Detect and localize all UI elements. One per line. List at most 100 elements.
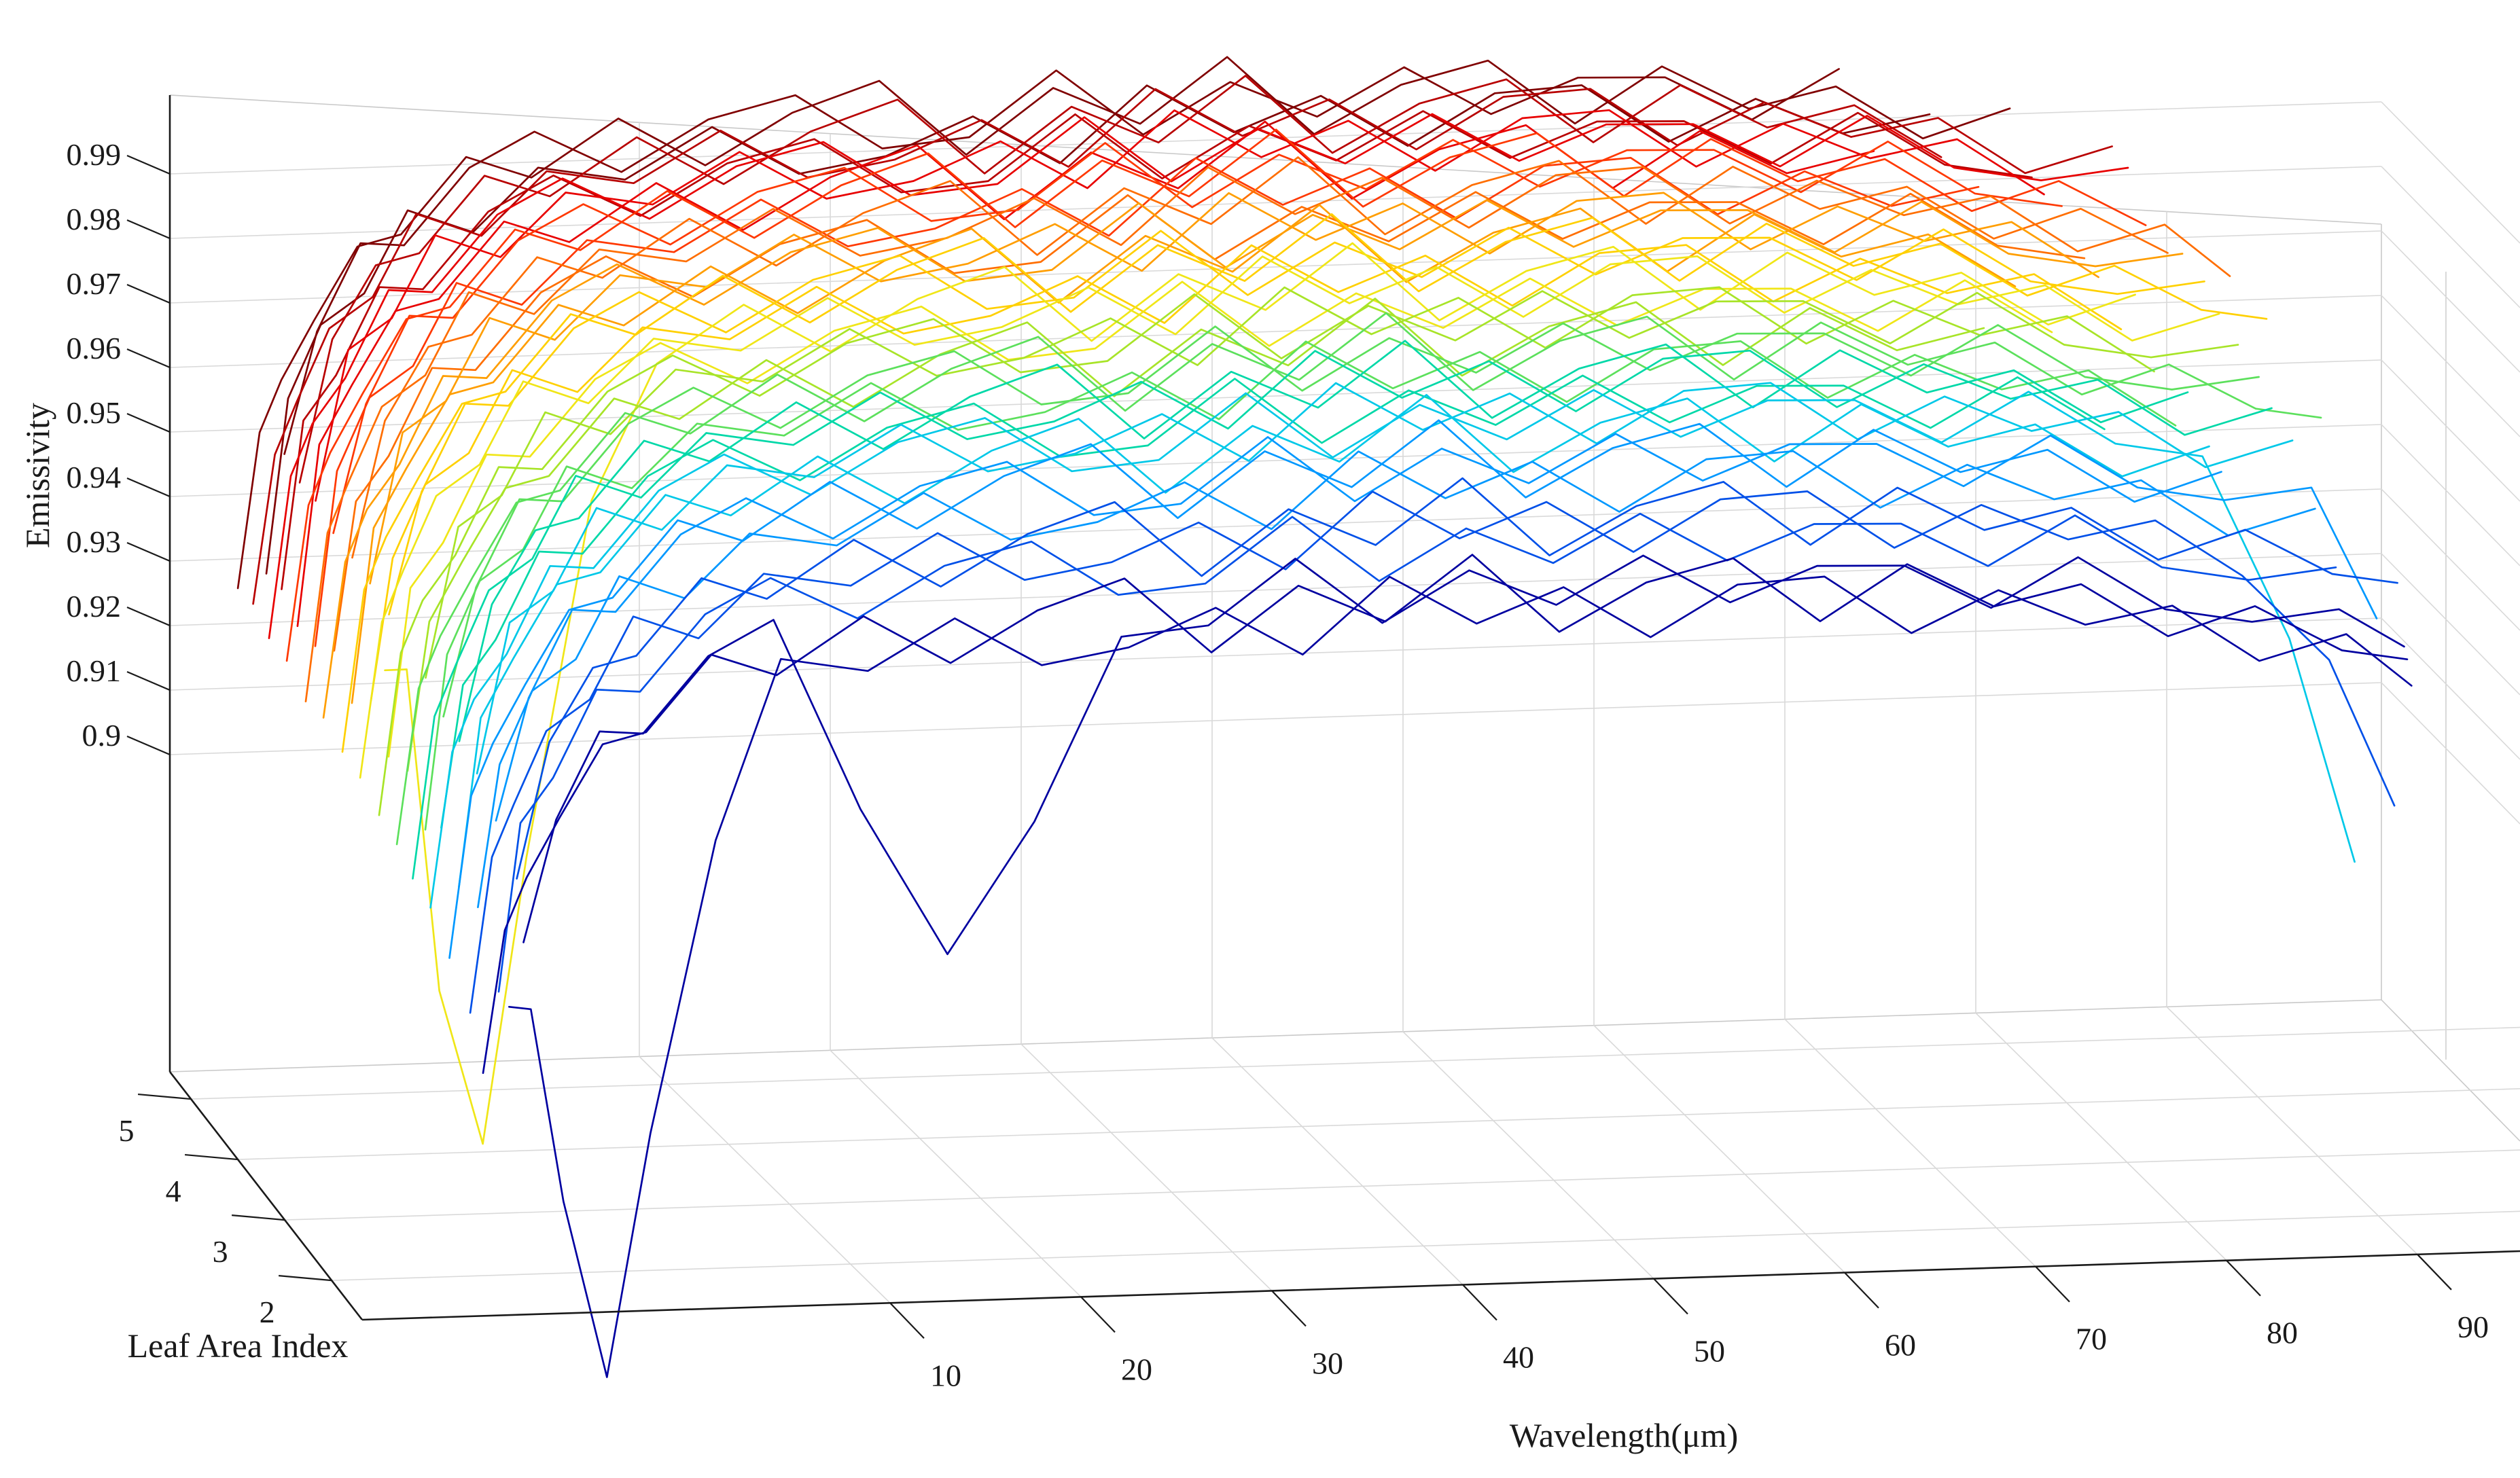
x-tick-label: 20 bbox=[1121, 1352, 1152, 1386]
x-axis-title: Wavelength(μm) bbox=[1510, 1416, 1739, 1454]
series-line-lai-4.3 bbox=[333, 191, 2086, 652]
series-line-lai-2.8 bbox=[424, 340, 2177, 831]
x-tick bbox=[2226, 1259, 2261, 1297]
series-line-lai-5.4 bbox=[265, 84, 1931, 575]
grid-rightwall-zline bbox=[2381, 101, 2520, 244]
x-tick bbox=[2417, 1254, 2452, 1291]
grid-rightwall-zline bbox=[2381, 295, 2520, 437]
series-line-lai-2.55 bbox=[412, 349, 2273, 880]
z-tick-label: 0.93 bbox=[67, 524, 122, 559]
series-line-lai-4.3 bbox=[304, 166, 2231, 703]
grid-backwall-zline bbox=[169, 295, 2382, 368]
series-line-lai-5.4 bbox=[283, 66, 1840, 455]
x-tick-label: 30 bbox=[1312, 1346, 1343, 1380]
grid-backwall-zline bbox=[169, 230, 2382, 304]
series-line-lai-5.15 bbox=[281, 110, 2033, 590]
z-tick bbox=[126, 606, 171, 627]
series-line-lai-3.4 bbox=[384, 242, 2136, 1145]
grid-backwall-zline bbox=[169, 359, 2382, 433]
z-tick bbox=[126, 219, 171, 240]
grid-backwall-zline bbox=[169, 682, 2382, 755]
x-tick-label: 70 bbox=[2076, 1322, 2107, 1356]
grid-rightwall-zline bbox=[2381, 230, 2520, 373]
series-line-lai-4.6 bbox=[285, 128, 2147, 662]
series-line-lai-3.1 bbox=[406, 298, 1985, 772]
x-tick-label: 90 bbox=[2457, 1310, 2489, 1344]
z-tick bbox=[126, 541, 171, 562]
grid-floor-wavelength-line bbox=[639, 1056, 891, 1303]
grid-rightwall-zline bbox=[2381, 682, 2520, 825]
grid-backwall-zline bbox=[169, 553, 2382, 626]
series-line-lai-4.9 bbox=[315, 109, 2045, 502]
y-tick bbox=[137, 1093, 192, 1100]
series-line-lai-4.9 bbox=[268, 113, 2129, 639]
series-line-lai-2.25 bbox=[458, 394, 2210, 888]
series-line-lai-4.3 bbox=[351, 156, 2169, 559]
x-tick-label: 80 bbox=[2267, 1316, 2298, 1350]
grid-floor-lai-line bbox=[191, 1026, 2520, 1100]
z-tick bbox=[126, 348, 171, 369]
grid-rightwall-zline bbox=[2381, 166, 2520, 308]
series-line-lai-3.1 bbox=[425, 286, 2155, 679]
series-line-lai-1.6 bbox=[516, 477, 2398, 880]
series-line-lai-2.8 bbox=[395, 312, 2322, 846]
z-tick-label: 0.97 bbox=[67, 266, 122, 301]
grid-rightwall-zline bbox=[2381, 553, 2520, 696]
series-line-lai-2.55 bbox=[458, 340, 2189, 742]
grid-floor-wavelength-line bbox=[1402, 1031, 1654, 1280]
series-line-lai-1.95 bbox=[495, 433, 2378, 822]
y-tick-label: 2 bbox=[260, 1295, 275, 1329]
series-line-lai-3.1 bbox=[378, 290, 2239, 816]
axis-titles: Emissivity Leaf Area Index Wavelength(μm… bbox=[18, 403, 1738, 1454]
grid-floor-wavelength-line bbox=[1593, 1025, 1845, 1274]
y-tick bbox=[279, 1275, 332, 1282]
z-tick bbox=[126, 477, 171, 498]
series-line-lai-4.6 bbox=[332, 139, 2063, 535]
x-tick bbox=[1462, 1284, 1497, 1321]
grid-backwall-zline bbox=[169, 166, 2382, 239]
grid-floor-wavelength-line bbox=[2166, 1006, 2418, 1255]
z-tick bbox=[126, 154, 171, 175]
series-line-lai-1.95 bbox=[448, 419, 2222, 959]
series-line-lai-2.25 bbox=[429, 389, 2356, 909]
y-tick-label: 5 bbox=[119, 1113, 135, 1148]
grid-backwall-zline bbox=[169, 424, 2382, 497]
x-tick bbox=[1080, 1296, 1116, 1333]
series-line-lai-1.95 bbox=[477, 450, 2316, 909]
grid-layer bbox=[169, 94, 2520, 1303]
box-floor-right-edge bbox=[2381, 999, 2520, 1142]
z-tick bbox=[126, 283, 171, 304]
x-tick bbox=[1271, 1290, 1307, 1327]
y-tick-label: 4 bbox=[166, 1174, 181, 1208]
series-line-lai-5.4 bbox=[236, 56, 2011, 590]
z-tick-label: 0.94 bbox=[67, 460, 122, 494]
z-axis-title: Emissivity bbox=[18, 403, 56, 548]
series-line-lai-2.8 bbox=[442, 322, 2260, 718]
box-top-edge bbox=[169, 94, 2382, 225]
y-tick bbox=[232, 1214, 285, 1221]
z-tick-label: 0.95 bbox=[67, 395, 122, 430]
x-tick-label: 40 bbox=[1503, 1339, 1534, 1374]
grid-floor-lai-line bbox=[285, 1149, 2520, 1221]
grid-floor-wavelength-line bbox=[830, 1049, 1082, 1297]
series-line-lai-1.6 bbox=[469, 490, 2396, 1014]
series-layer bbox=[236, 56, 2413, 1378]
z-tick-label: 0.92 bbox=[67, 589, 122, 624]
grid-floor-wavelength-line bbox=[1784, 1019, 2036, 1267]
x-tick-label: 50 bbox=[1694, 1334, 1725, 1369]
grid-floor-wavelength-line bbox=[1975, 1012, 2227, 1261]
grid-floor-wavelength-line bbox=[1021, 1043, 1273, 1291]
grid-floor-lai-line bbox=[332, 1210, 2520, 1281]
y-tick bbox=[184, 1153, 238, 1161]
series-line-lai-5.15 bbox=[298, 75, 1942, 484]
series-line-lai-2.25 bbox=[476, 382, 2294, 775]
z-tick bbox=[126, 670, 171, 691]
z-tick-label: 0.91 bbox=[67, 653, 122, 688]
x-tick-label: 60 bbox=[1885, 1328, 1916, 1363]
y-axis-title: Leaf Area Index bbox=[128, 1327, 349, 1365]
series-line-lai-3.7 bbox=[388, 226, 2205, 616]
z-tick bbox=[126, 735, 171, 756]
x-axis bbox=[361, 1250, 2520, 1321]
grid-backwall-zline bbox=[169, 101, 2382, 175]
series-line-lai-4 bbox=[369, 192, 2099, 585]
